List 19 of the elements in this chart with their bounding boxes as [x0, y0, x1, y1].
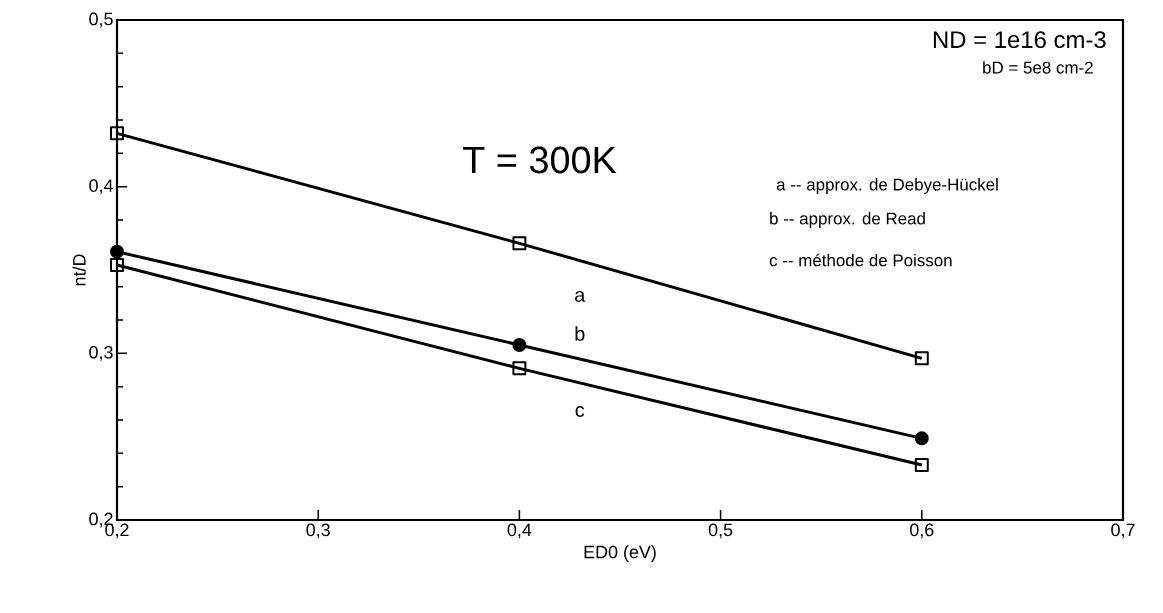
annotation: bD = 5e8 cm-2 [983, 61, 1093, 74]
y-tick-label: 0,3 [89, 345, 113, 361]
annotation: b [575, 326, 585, 341]
x-tick-label: 0,4 [507, 523, 532, 539]
annotation: a -- approx. de Debye-Hückel [776, 178, 998, 194]
annotation: c [575, 406, 585, 417]
x-tick-label: 0,6 [910, 523, 934, 539]
y-tick-label: 0,4 [89, 179, 113, 195]
annotation: a [575, 291, 586, 302]
annotation: b -- approx. de Read [770, 212, 925, 228]
annotation: c -- méthode de Poisson [769, 253, 952, 267]
x-tick-label: 0,5 [708, 523, 733, 539]
x-axis-title: ED0 (eV) [584, 545, 656, 562]
x-tick-label: 0,7 [1111, 523, 1135, 539]
x-tick-label: 0,3 [306, 523, 330, 539]
y-axis-title: nt/D [72, 254, 86, 286]
y-tick-label: 0,5 [89, 12, 113, 28]
annotation: T = 300K [463, 146, 617, 174]
annotation: ND = 1e16 cm-3 [933, 31, 1106, 49]
